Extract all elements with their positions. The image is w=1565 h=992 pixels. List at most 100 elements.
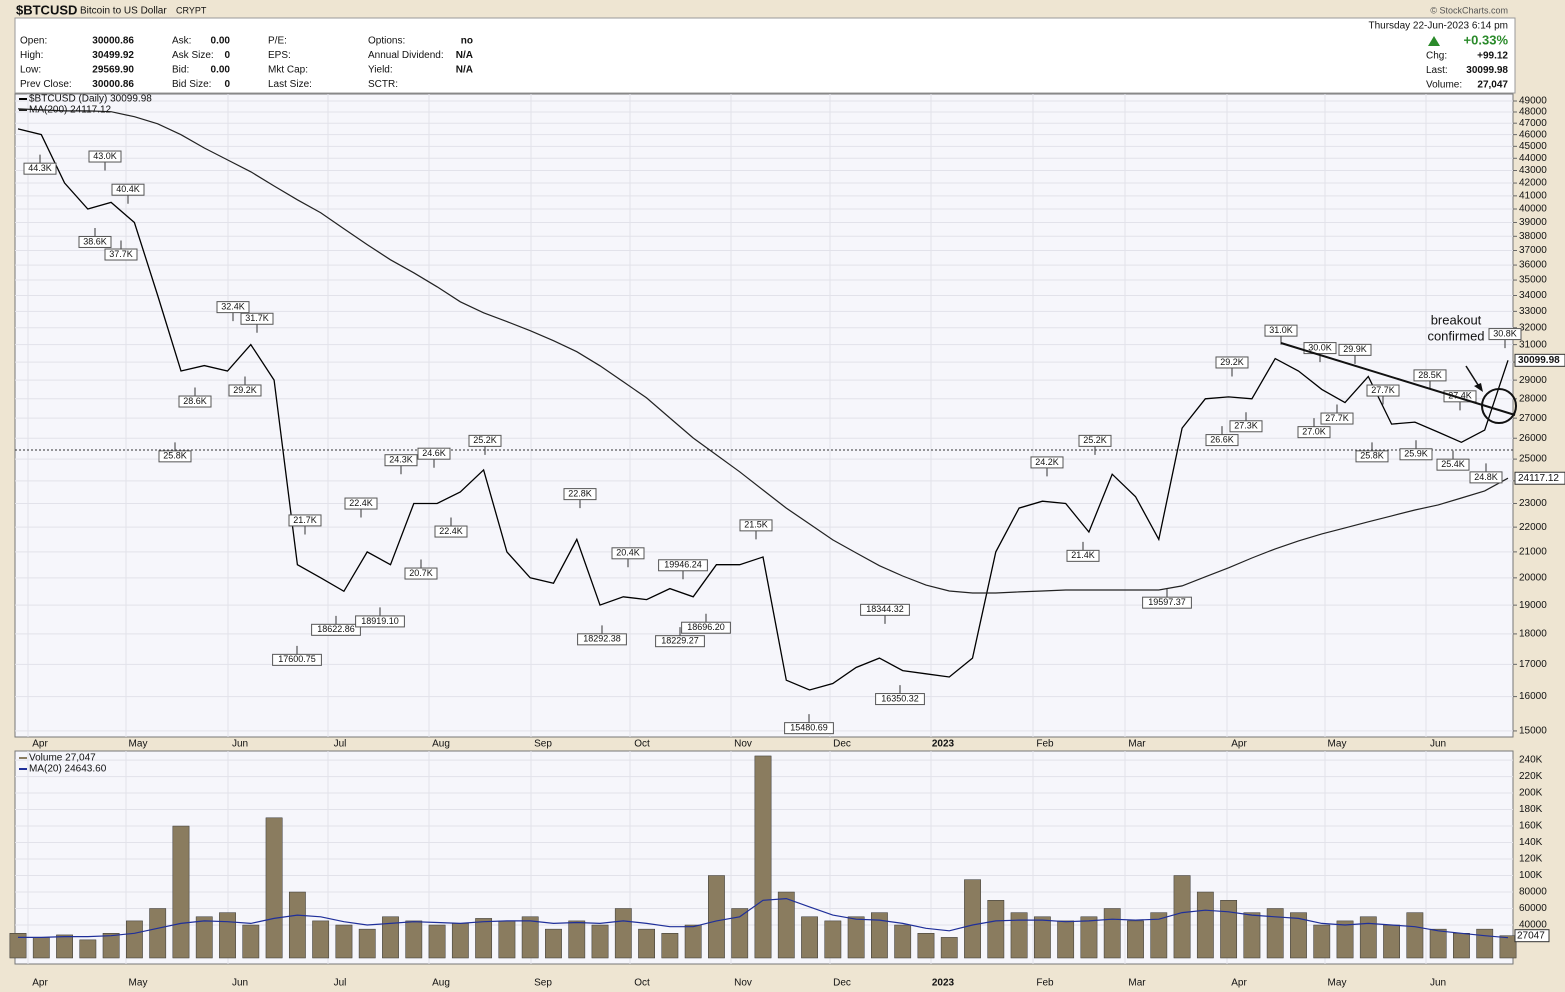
annotation-box bbox=[434, 525, 468, 538]
annotation-label: 32.4K bbox=[221, 302, 245, 312]
y-tick-label: 43000 bbox=[1519, 165, 1547, 176]
annotation-label: 24.8K bbox=[1474, 472, 1498, 482]
quote-value: no bbox=[461, 36, 473, 47]
y-tick-label: 80000 bbox=[1519, 887, 1547, 898]
y-tick-label: 16000 bbox=[1519, 691, 1547, 702]
volume-bar bbox=[731, 908, 749, 959]
y-tick-label: 42000 bbox=[1519, 178, 1547, 189]
annotation-label: 27.7K bbox=[1325, 413, 1349, 423]
x-tick-label: Mar bbox=[1128, 739, 1146, 750]
x-tick-label: Jun bbox=[1430, 978, 1446, 989]
y-tick-label: 37000 bbox=[1519, 245, 1547, 256]
volume-bar bbox=[1290, 912, 1307, 959]
volume-bar bbox=[1266, 908, 1284, 959]
volume-bar bbox=[801, 916, 818, 959]
annotation-label: 25.8K bbox=[163, 451, 187, 461]
volume-bar bbox=[1476, 928, 1494, 959]
volume-bar bbox=[1453, 933, 1470, 959]
volume-bar bbox=[545, 928, 562, 959]
annotation-box bbox=[1338, 343, 1372, 356]
y-tick-label: 45000 bbox=[1519, 141, 1547, 152]
quote-value: 30000.86 bbox=[92, 79, 134, 90]
ma-line bbox=[17, 108, 1509, 594]
annotation-label: 18229.27 bbox=[661, 636, 699, 646]
y-tick-label: 160K bbox=[1519, 821, 1543, 832]
y-tick-label: 140K bbox=[1519, 837, 1543, 848]
last-value: 24117.12 bbox=[1518, 473, 1559, 484]
quote-label: P/E: bbox=[268, 36, 287, 47]
annotation-box bbox=[417, 447, 451, 460]
y-tick-label: 41000 bbox=[1519, 191, 1547, 202]
annotation-box bbox=[468, 434, 502, 447]
annotation-label: 29.9K bbox=[1343, 344, 1367, 354]
x-tick-label: Jun bbox=[232, 978, 248, 989]
y-tick-label: 27000 bbox=[1519, 413, 1547, 424]
volume-bar bbox=[917, 933, 935, 959]
annotation-label: 30.0K bbox=[1308, 342, 1332, 352]
volume-bar bbox=[126, 920, 143, 959]
quote-label: Volume: bbox=[1426, 80, 1462, 91]
annotation-label: 22.4K bbox=[439, 526, 463, 536]
annotation-box bbox=[384, 454, 418, 467]
annotation-box bbox=[655, 635, 705, 648]
volume-bar bbox=[871, 912, 888, 959]
legend-entry: MA(20) 24643.60 bbox=[29, 764, 107, 775]
annotation-box bbox=[78, 235, 112, 248]
up-arrow bbox=[1428, 36, 1440, 46]
y-tick-label: 18000 bbox=[1519, 629, 1547, 640]
quote-value: 0 bbox=[224, 79, 230, 90]
annotation-label: 27.3K bbox=[1234, 421, 1258, 431]
annotation-label: 25.2K bbox=[1083, 435, 1107, 445]
volume-bar bbox=[9, 933, 27, 959]
x-tick-label: Sep bbox=[534, 978, 552, 989]
volume-ma-line bbox=[18, 897, 1509, 939]
legend-entry: MA(200) 24117.12 bbox=[29, 105, 112, 116]
x-tick-label: Feb bbox=[1036, 739, 1054, 750]
y-tick-label: 44000 bbox=[1519, 153, 1547, 164]
x-tick-label: Apr bbox=[1231, 978, 1247, 989]
note-arrowhead bbox=[1474, 383, 1483, 392]
note-text: breakout bbox=[1431, 312, 1482, 327]
volume-bar bbox=[1150, 912, 1168, 959]
copyright: © StockCharts.com bbox=[1430, 5, 1508, 15]
annotation-label: 26.6K bbox=[1210, 434, 1234, 444]
annotation-label: 40.4K bbox=[116, 184, 140, 194]
y-tick-label: 60000 bbox=[1519, 903, 1547, 914]
y-tick-label: 49000 bbox=[1519, 96, 1547, 107]
x-tick-label: May bbox=[1328, 978, 1347, 989]
annotation-label: 18696.20 bbox=[687, 622, 725, 632]
annotation-box bbox=[1215, 356, 1249, 369]
annotation-box bbox=[1066, 549, 1100, 562]
y-tick-label: 39000 bbox=[1519, 217, 1547, 228]
note-text: confirmed bbox=[1427, 328, 1484, 343]
volume-bar bbox=[684, 924, 702, 959]
volume-bar bbox=[102, 933, 120, 959]
volume-bar bbox=[964, 879, 981, 959]
annotation-box bbox=[860, 603, 910, 616]
y-tick-label: 28000 bbox=[1519, 393, 1547, 404]
y-tick-label: 22000 bbox=[1519, 522, 1547, 533]
volume-bar bbox=[614, 908, 632, 959]
x-tick-label: May bbox=[129, 739, 148, 750]
annotation-box bbox=[1297, 426, 1331, 439]
last-value: 27047 bbox=[1517, 930, 1545, 941]
x-tick-label: Aug bbox=[432, 978, 450, 989]
volume-bar bbox=[498, 920, 516, 959]
quote-label: Last Size: bbox=[268, 79, 312, 90]
quote-value: N/A bbox=[456, 50, 473, 61]
annotation-box bbox=[344, 497, 378, 510]
volume-bar bbox=[1359, 916, 1377, 959]
annotation-box bbox=[563, 488, 597, 501]
annotation-label: 24.6K bbox=[422, 448, 446, 458]
volume-bar bbox=[777, 891, 795, 959]
quote-value: 30499.92 bbox=[92, 50, 134, 61]
symbol-name: Bitcoin to US Dollar bbox=[80, 6, 167, 17]
volume-bar bbox=[219, 912, 236, 959]
annotation-label: 18919.10 bbox=[361, 616, 399, 626]
x-tick-label: 2023 bbox=[932, 978, 955, 989]
annotation-label: 31.7K bbox=[245, 313, 269, 323]
volume-bar bbox=[32, 937, 50, 959]
annotation-label: 21.4K bbox=[1071, 550, 1095, 560]
annotation-label: 29.2K bbox=[233, 385, 257, 395]
annotation-box bbox=[1436, 458, 1470, 471]
